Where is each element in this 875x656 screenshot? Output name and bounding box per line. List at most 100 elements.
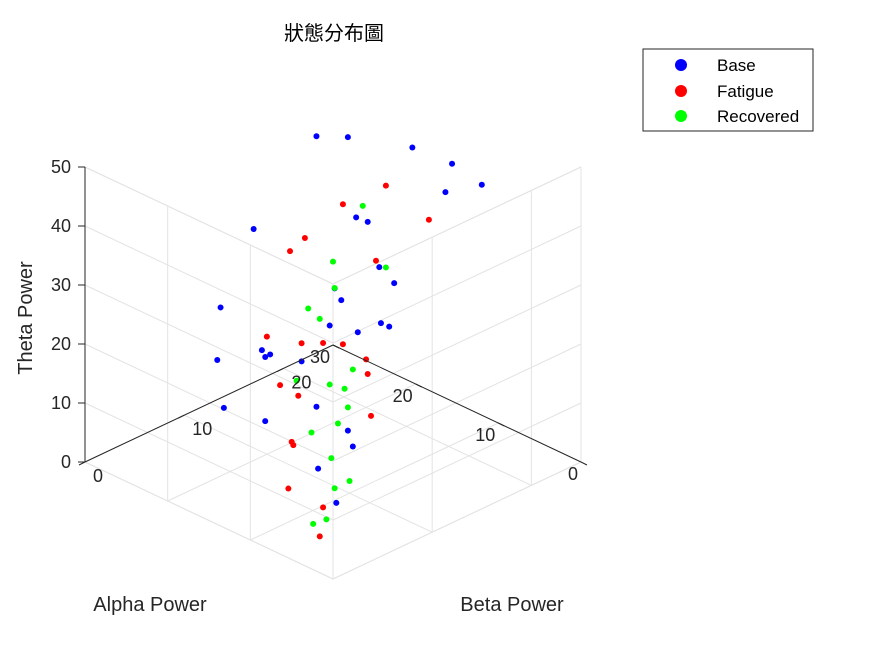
x-tick-label: 0: [568, 464, 578, 484]
point-base: [442, 189, 449, 196]
y-tick-label: 10: [192, 419, 212, 439]
point-fatigue: [320, 504, 327, 511]
point-fatigue: [316, 533, 323, 540]
point-fatigue: [425, 216, 432, 223]
point-base: [349, 443, 356, 450]
point-base: [354, 329, 361, 336]
point-base: [298, 358, 305, 365]
point-recovered: [308, 429, 315, 436]
point-base: [267, 351, 274, 358]
point-base: [344, 427, 351, 434]
point-recovered: [323, 516, 330, 523]
point-base: [214, 357, 221, 363]
point-fatigue: [320, 339, 327, 346]
grid-line: [332, 402, 582, 521]
point-base: [377, 320, 384, 327]
point-recovered: [316, 315, 323, 322]
y-tick-label: 0: [93, 466, 103, 486]
point-recovered: [344, 404, 351, 411]
axes-lines: [78, 166, 588, 466]
legend-marker-base: [675, 59, 687, 71]
x-tick-label: 30: [310, 347, 330, 367]
point-base: [449, 160, 456, 167]
legend-label-base: Base: [717, 56, 756, 75]
point-base: [409, 144, 416, 151]
point-recovered: [328, 455, 335, 462]
legend-marker-recovered: [675, 110, 687, 122]
point-base: [326, 322, 333, 329]
y-tick-label: 20: [291, 372, 311, 392]
point-fatigue: [288, 438, 295, 445]
x-tick-label: 20: [393, 386, 413, 406]
point-fatigue: [339, 201, 346, 208]
z-tick-label: 10: [51, 393, 71, 413]
point-base: [386, 323, 393, 330]
point-recovered: [293, 377, 300, 384]
point-base: [250, 226, 257, 233]
x-tick: [332, 344, 340, 349]
y-tick: [277, 367, 284, 372]
point-recovered: [359, 202, 366, 209]
grid-line: [332, 166, 582, 285]
point-base: [364, 218, 371, 225]
grid-line: [332, 284, 582, 403]
x-axis-label: Alpha Power: [93, 594, 207, 616]
point-base: [220, 404, 227, 411]
point-fatigue: [285, 485, 292, 492]
point-fatigue: [382, 182, 389, 189]
point-base: [333, 499, 340, 506]
z-tick-label: 0: [61, 452, 71, 472]
grid-lines: [84, 166, 582, 580]
point-fatigue: [263, 333, 270, 340]
x-tick: [580, 461, 588, 466]
point-fatigue: [339, 341, 346, 348]
grid-line: [84, 166, 334, 285]
z-tick-label: 40: [51, 216, 71, 236]
grid-line: [84, 225, 334, 344]
legend-marker-fatigue: [675, 85, 687, 97]
point-recovered: [334, 420, 341, 427]
point-base: [478, 181, 485, 188]
point-recovered: [326, 381, 333, 388]
point-base: [344, 134, 351, 141]
point-recovered: [305, 305, 312, 312]
x-tick: [498, 422, 505, 427]
y-axis-line: [84, 344, 334, 463]
legend-label-recovered: Recovered: [717, 107, 799, 126]
z-tick-label: 20: [51, 334, 71, 354]
point-base: [313, 403, 320, 410]
point-base: [353, 214, 360, 221]
point-fatigue: [298, 340, 305, 347]
x-tick: [415, 383, 422, 388]
legend-label-fatigue: Fatigue: [717, 82, 774, 101]
grid-line: [183, 414, 433, 533]
point-recovered: [382, 264, 389, 271]
z-axis-label: Theta Power: [15, 261, 37, 375]
point-base: [338, 297, 345, 304]
point-base: [262, 418, 269, 425]
point-base: [315, 465, 322, 472]
point-recovered: [349, 366, 356, 373]
data-points: [214, 133, 485, 540]
grid-line: [332, 461, 582, 580]
point-recovered: [331, 285, 338, 292]
point-base: [217, 304, 224, 311]
x-axis-line: [332, 344, 582, 463]
point-recovered: [331, 485, 338, 492]
point-fatigue: [368, 412, 375, 419]
y-tick: [177, 414, 185, 419]
chart-title: 狀態分布圖: [284, 21, 384, 45]
z-tick-label: 30: [51, 275, 71, 295]
grid-line: [84, 402, 334, 521]
point-base: [391, 280, 398, 287]
point-recovered: [346, 478, 353, 484]
point-fatigue: [277, 382, 284, 389]
point-recovered: [310, 520, 317, 527]
legend: Base Fatigue Recovered: [642, 48, 814, 132]
point-fatigue: [295, 392, 302, 399]
point-recovered: [330, 258, 336, 265]
grid-line: [250, 422, 499, 541]
grid-line: [332, 343, 582, 462]
grid-line: [84, 284, 334, 403]
